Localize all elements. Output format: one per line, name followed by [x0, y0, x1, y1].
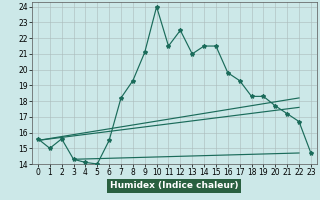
X-axis label: Humidex (Indice chaleur): Humidex (Indice chaleur)	[110, 181, 239, 190]
